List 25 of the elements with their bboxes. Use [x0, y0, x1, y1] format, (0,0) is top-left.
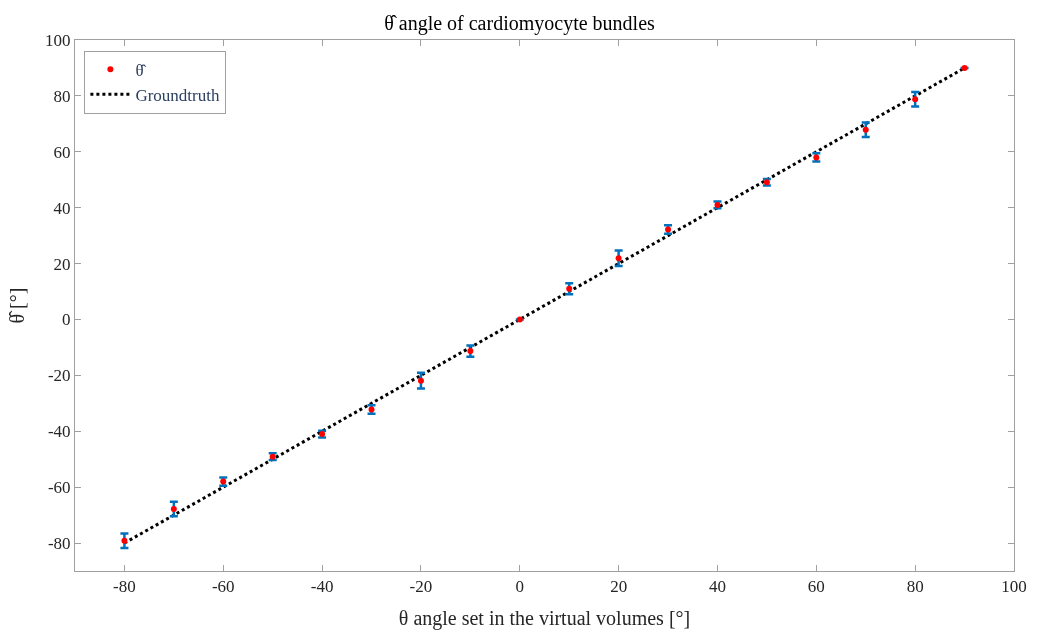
- x-tick-label: 80: [906, 577, 924, 597]
- x-tick-label: 20: [610, 577, 628, 597]
- y-axis-title: θ̂ [°]: [5, 287, 28, 324]
- y-tick-label: 100: [45, 30, 71, 50]
- x-tick-label: -60: [211, 577, 235, 597]
- x-tick-label: 40: [708, 577, 726, 597]
- chart-title: θ̂ angle of cardiomyocyte bundles: [384, 11, 656, 35]
- x-axis-title: θ angle set in the virtual volumes [°]: [398, 606, 691, 630]
- y-tick-label: 20: [53, 254, 71, 274]
- y-tick-label: -80: [47, 534, 71, 553]
- y-tick-label: -40: [47, 422, 71, 442]
- y-tick-label: 60: [53, 142, 71, 162]
- x-tick-label: 0: [515, 577, 525, 597]
- legend-label: Groundtruth: [135, 85, 220, 105]
- x-tick-label: 100: [1001, 577, 1027, 597]
- y-tick-label: 80: [53, 86, 71, 106]
- x-tick-label: 60: [807, 577, 825, 597]
- x-tick-label: -40: [310, 577, 334, 597]
- legend-label: θ̂: [135, 60, 147, 80]
- y-tick-label: 40: [53, 198, 71, 218]
- y-tick-label: -20: [47, 366, 71, 386]
- y-tick-label: -60: [47, 478, 71, 498]
- x-tick-label: -20: [409, 577, 433, 597]
- y-tick-label: 0: [62, 310, 71, 330]
- x-tick-label: -80: [113, 577, 136, 597]
